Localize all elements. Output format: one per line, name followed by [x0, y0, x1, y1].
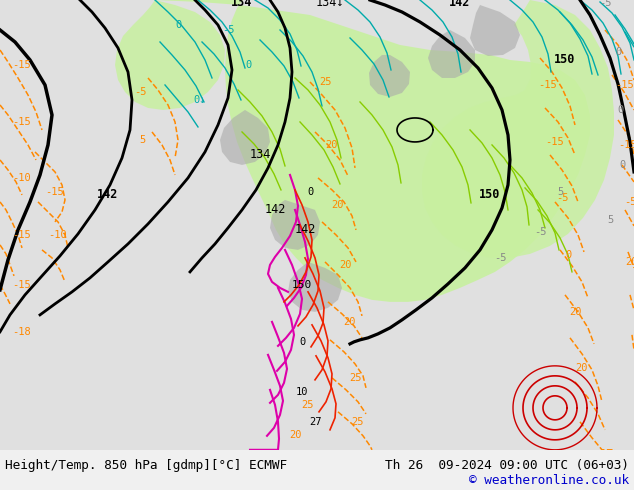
Text: 150: 150	[554, 53, 576, 67]
Text: 25: 25	[349, 373, 361, 383]
Polygon shape	[422, 0, 614, 258]
Text: 20: 20	[626, 257, 634, 267]
Text: -15: -15	[13, 280, 31, 290]
Polygon shape	[470, 5, 520, 56]
Text: 142: 142	[264, 203, 286, 217]
Polygon shape	[288, 262, 342, 312]
Text: 0: 0	[617, 105, 623, 115]
Text: 0: 0	[175, 20, 181, 30]
Text: -10: -10	[49, 230, 67, 240]
Text: 0↓: 0↓	[194, 95, 206, 105]
Text: -5: -5	[494, 253, 507, 263]
Text: 142: 142	[450, 0, 470, 9]
Text: -15: -15	[13, 60, 31, 70]
Text: -15: -15	[546, 137, 564, 147]
Text: -18: -18	[13, 327, 31, 337]
Text: 0: 0	[307, 187, 313, 197]
Text: -15: -15	[619, 140, 634, 150]
Text: -10: -10	[13, 173, 31, 183]
Text: 134: 134	[231, 0, 253, 9]
Text: © weatheronline.co.uk: © weatheronline.co.uk	[469, 474, 629, 487]
Polygon shape	[369, 55, 410, 97]
Text: 25: 25	[302, 400, 314, 410]
Text: 5: 5	[139, 135, 145, 145]
Text: 5: 5	[557, 187, 563, 197]
Text: -5: -5	[624, 197, 634, 207]
Polygon shape	[270, 200, 320, 250]
Text: -5: -5	[134, 87, 146, 97]
Text: 20: 20	[288, 430, 301, 440]
Text: -15: -15	[13, 230, 31, 240]
Text: 134↓: 134↓	[316, 0, 344, 9]
Text: -5: -5	[534, 227, 547, 237]
Text: 142: 142	[97, 189, 119, 201]
Text: -15: -15	[539, 80, 557, 90]
Text: 20: 20	[569, 307, 581, 317]
Text: -5: -5	[222, 25, 234, 35]
Text: 5: 5	[607, 215, 613, 225]
Text: -5: -5	[556, 193, 568, 203]
Text: 134: 134	[249, 148, 271, 161]
Text: 150: 150	[479, 189, 501, 201]
Text: 25: 25	[352, 417, 365, 427]
Text: 20: 20	[344, 317, 356, 327]
Text: 0: 0	[619, 160, 625, 170]
Text: -15: -15	[46, 187, 65, 197]
Polygon shape	[155, 0, 590, 302]
Text: 27: 27	[309, 417, 321, 427]
Text: 0: 0	[245, 60, 251, 70]
Polygon shape	[428, 30, 475, 78]
Text: 20: 20	[339, 260, 351, 270]
Polygon shape	[115, 0, 225, 110]
Text: 20: 20	[326, 140, 339, 150]
Text: 10: 10	[295, 387, 308, 397]
Text: 0: 0	[565, 250, 571, 260]
Text: -15: -15	[13, 117, 31, 127]
Text: 0: 0	[299, 337, 305, 347]
Text: 0: 0	[615, 47, 621, 57]
Polygon shape	[220, 110, 270, 165]
Text: Th 26  09-2024 09:00 UTC (06+03): Th 26 09-2024 09:00 UTC (06+03)	[385, 459, 629, 471]
Text: 25: 25	[319, 77, 331, 87]
Text: 20: 20	[576, 363, 588, 373]
Text: -5: -5	[598, 0, 611, 8]
Text: Height/Temp. 850 hPa [gdmp][°C] ECMWF: Height/Temp. 850 hPa [gdmp][°C] ECMWF	[5, 459, 287, 471]
Text: -15: -15	[616, 80, 634, 90]
Text: 142: 142	[294, 223, 316, 236]
Text: 20: 20	[332, 200, 344, 210]
Text: 150: 150	[292, 280, 312, 290]
